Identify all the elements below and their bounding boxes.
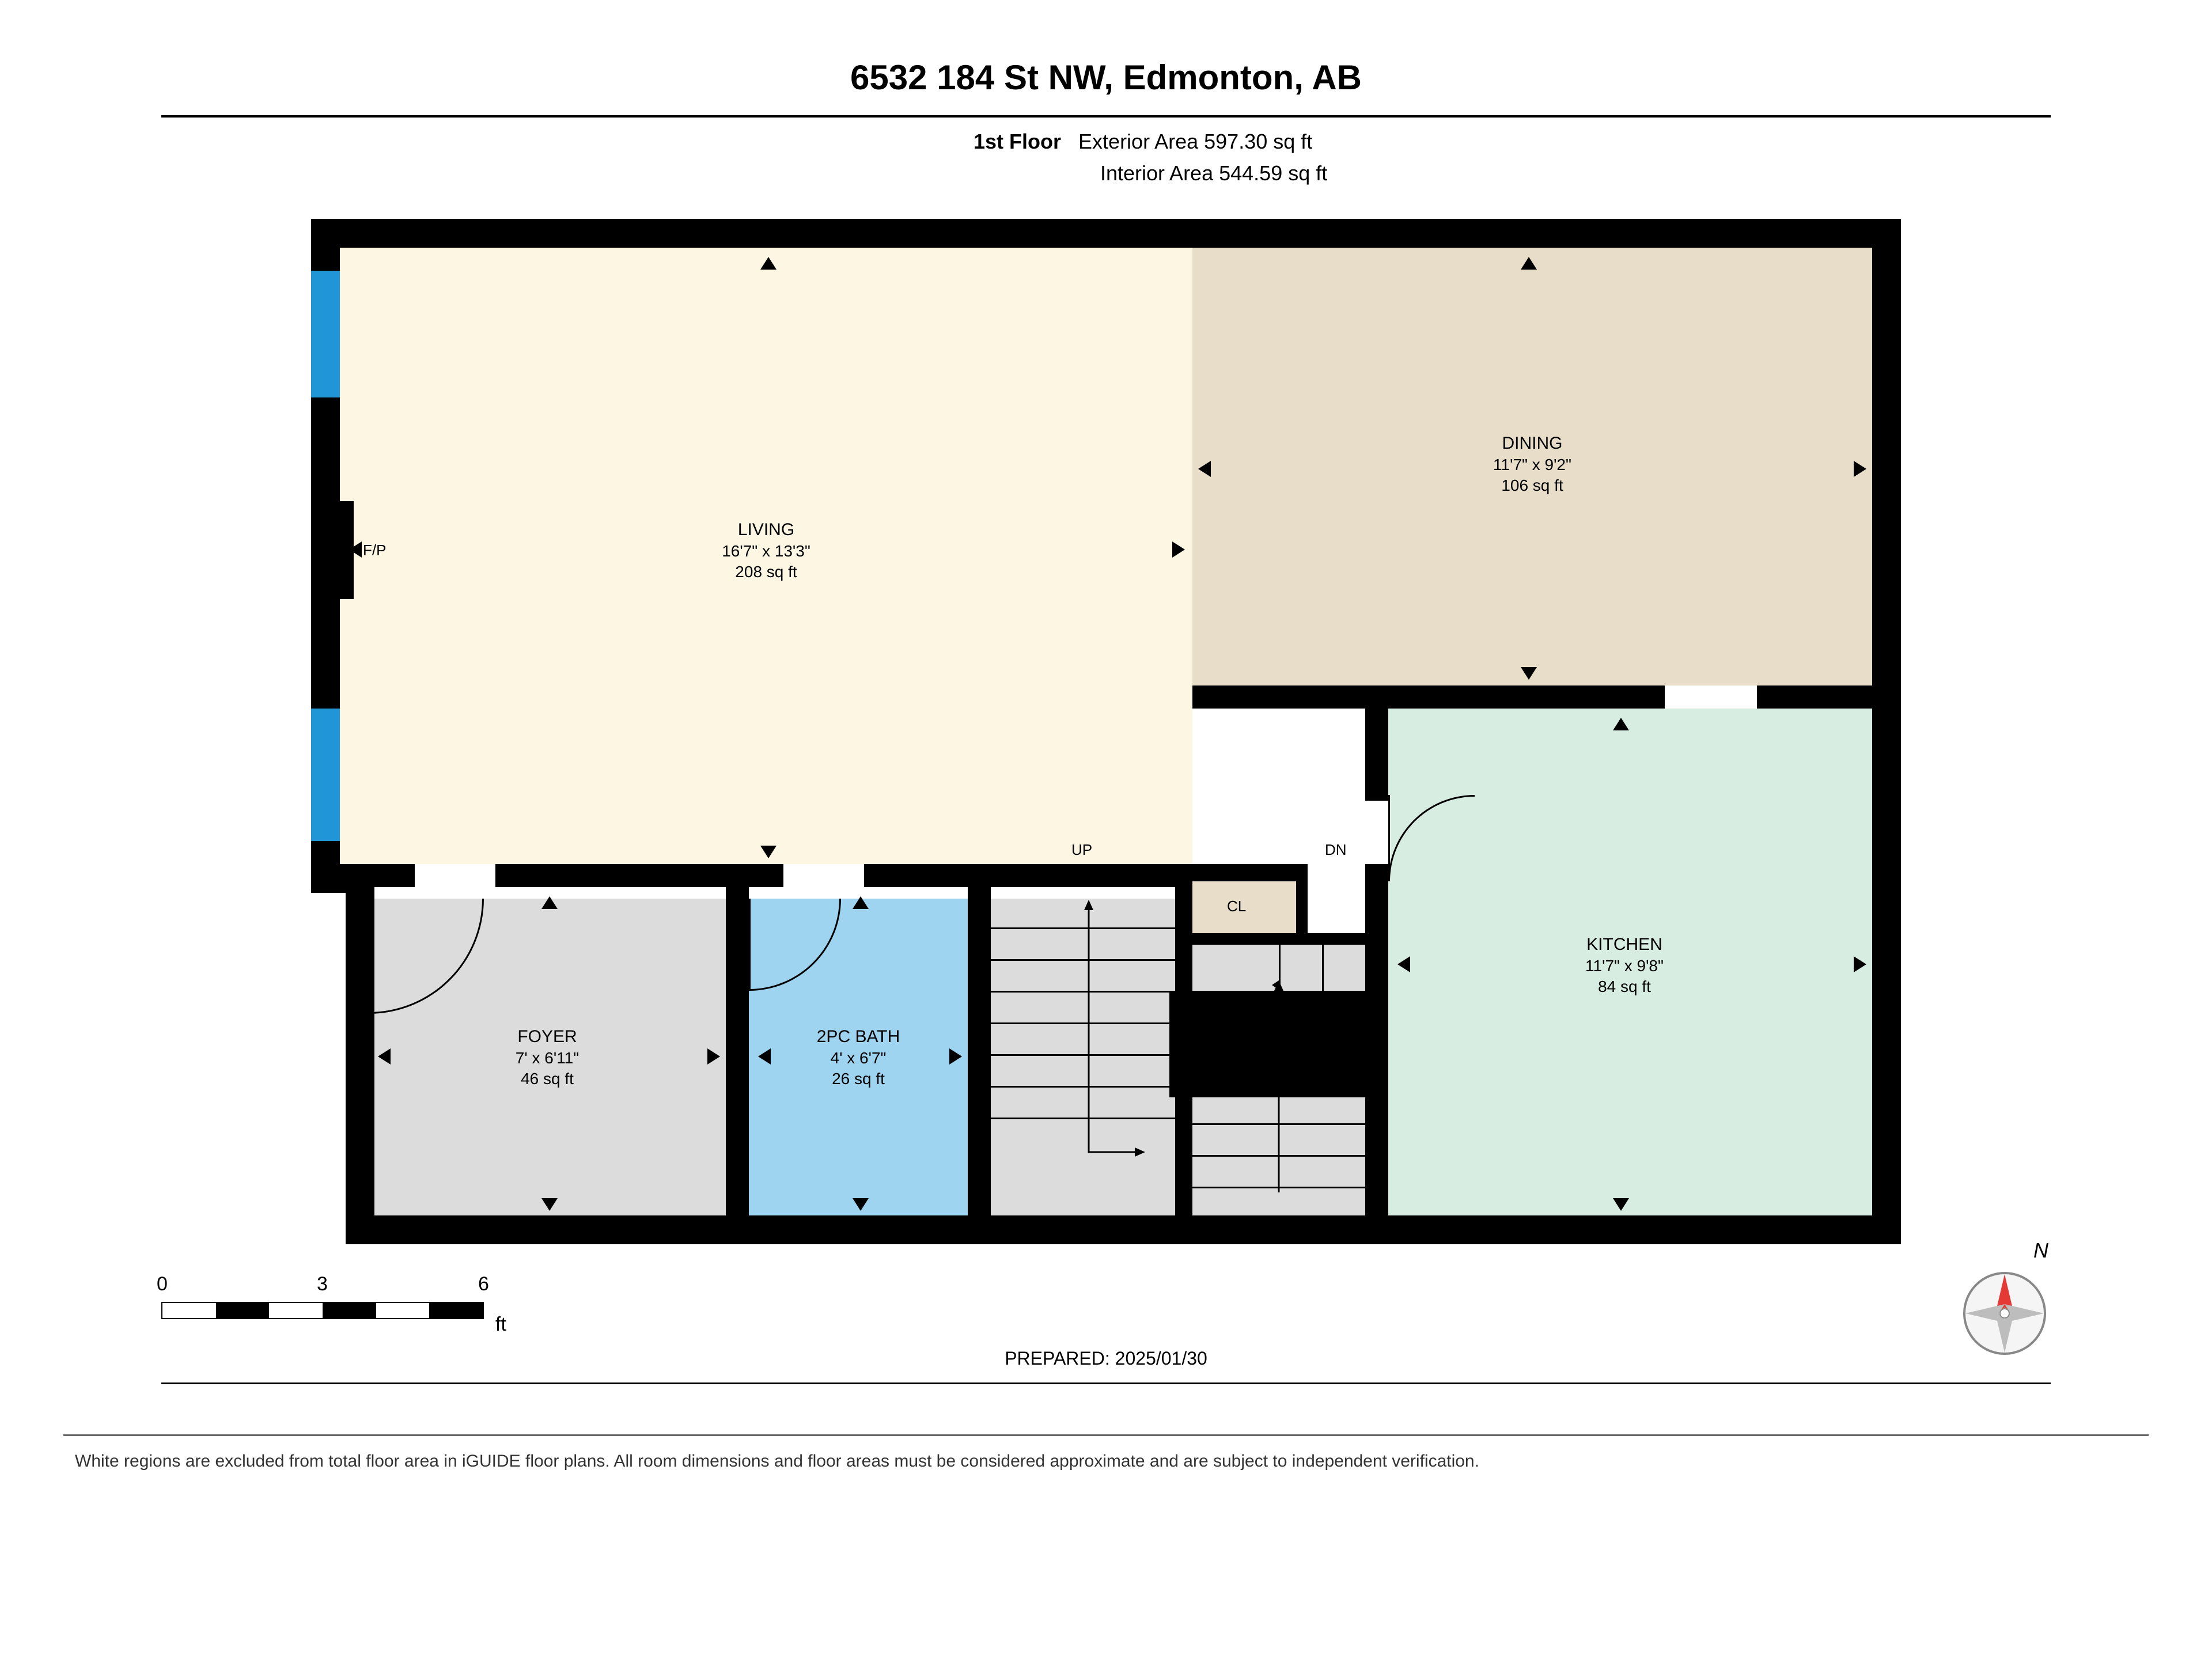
label-dn: DN bbox=[1325, 841, 1347, 859]
door-leaf bbox=[749, 899, 751, 991]
dim-arrow bbox=[949, 1048, 962, 1065]
window-1 bbox=[311, 271, 340, 397]
dim-arrow bbox=[853, 896, 869, 909]
wall-living-bot-3 bbox=[864, 864, 1192, 887]
room-area: 84 sq ft bbox=[1561, 976, 1688, 997]
label-kitchen: KITCHEN 11'7" x 9'8" 84 sq ft bbox=[1561, 933, 1688, 998]
dim-arrow bbox=[1397, 956, 1410, 972]
floor-plan: LIVING 16'7" x 13'3" 208 sq ft DINING 11… bbox=[311, 219, 1901, 1244]
room-dim: 4' x 6'7" bbox=[795, 1048, 922, 1069]
dim-arrow bbox=[1521, 257, 1537, 270]
compass-icon: N bbox=[1959, 1267, 2051, 1362]
room-dim: 7' x 6'11" bbox=[484, 1048, 611, 1069]
wall-kitchen-stub bbox=[1365, 709, 1388, 801]
room-name: DINING bbox=[1469, 432, 1596, 454]
wall-top bbox=[311, 219, 1901, 248]
wall-dining-kitchen-right bbox=[1757, 685, 1872, 709]
room-area: 46 sq ft bbox=[484, 1069, 611, 1089]
dim-arrow bbox=[707, 1048, 720, 1065]
label-bath: 2PC BATH 4' x 6'7" 26 sq ft bbox=[795, 1025, 922, 1090]
floor-label: 1st Floor bbox=[974, 130, 1061, 153]
room-area: 208 sq ft bbox=[703, 562, 830, 582]
label-closet: CL bbox=[1227, 897, 1246, 915]
label-dining: DINING 11'7" x 9'2" 106 sq ft bbox=[1469, 432, 1596, 497]
interior-area: Interior Area 544.59 sq ft bbox=[1100, 161, 1327, 185]
room-name: KITCHEN bbox=[1561, 933, 1688, 956]
room-area: 26 sq ft bbox=[795, 1069, 922, 1089]
wall-foyer-bath bbox=[726, 887, 749, 1215]
wall-living-bot-1 bbox=[346, 864, 415, 887]
door-leaf bbox=[369, 899, 370, 1014]
dim-arrow bbox=[1854, 956, 1866, 972]
exterior-area: Exterior Area 597.30 sq ft bbox=[1078, 130, 1312, 153]
dim-arrow bbox=[758, 1048, 771, 1065]
label-up: UP bbox=[1071, 841, 1092, 859]
rule-bottom bbox=[161, 1382, 2051, 1384]
room-name: 2PC BATH bbox=[795, 1025, 922, 1048]
wall-above-closet bbox=[1192, 864, 1302, 881]
label-living: LIVING 16'7" x 13'3" 208 sq ft bbox=[703, 518, 830, 583]
scale-tick: 6 bbox=[478, 1273, 489, 1296]
room-area: 106 sq ft bbox=[1469, 475, 1596, 496]
scale-tick: 3 bbox=[317, 1273, 328, 1296]
dim-arrow bbox=[853, 1198, 869, 1211]
page-title: 6532 184 St NW, Edmonton, AB bbox=[0, 58, 2212, 97]
floor-area-line1: 1st Floor Exterior Area 597.30 sq ft bbox=[974, 130, 1312, 154]
label-foyer: FOYER 7' x 6'11" 46 sq ft bbox=[484, 1025, 611, 1090]
dim-arrow bbox=[1613, 718, 1629, 730]
rule-footer bbox=[63, 1434, 2149, 1436]
wall-right bbox=[1872, 219, 1901, 1244]
room-name: LIVING bbox=[703, 518, 830, 541]
dim-arrow bbox=[760, 257, 777, 270]
scale-tick: 0 bbox=[157, 1273, 168, 1296]
stair-arrows bbox=[991, 899, 1394, 1221]
window-2 bbox=[311, 709, 340, 841]
label-fp: F/P bbox=[363, 541, 386, 559]
compass-n-label: N bbox=[2033, 1238, 2048, 1263]
wall-bath-stairs bbox=[968, 864, 991, 1215]
prepared-date: PREPARED: 2025/01/30 bbox=[0, 1348, 2212, 1369]
room-name: FOYER bbox=[484, 1025, 611, 1048]
dim-arrow bbox=[1521, 667, 1537, 680]
dim-arrow bbox=[349, 541, 362, 558]
dim-arrow bbox=[1613, 1198, 1629, 1211]
dim-arrow bbox=[541, 1198, 558, 1211]
room-dim: 16'7" x 13'3" bbox=[703, 541, 830, 562]
footnote: White regions are excluded from total fl… bbox=[75, 1452, 1479, 1471]
dim-arrow bbox=[1854, 461, 1866, 477]
room-dim: 11'7" x 9'8" bbox=[1561, 956, 1688, 976]
dim-arrow bbox=[1198, 461, 1211, 477]
dim-arrow bbox=[1172, 541, 1185, 558]
dim-arrow bbox=[541, 896, 558, 909]
wall-living-bot-2 bbox=[495, 864, 783, 887]
scale-bar: 0 3 6 ft bbox=[161, 1302, 484, 1319]
room-dim: 11'7" x 9'2" bbox=[1469, 454, 1596, 475]
dim-arrow bbox=[760, 846, 777, 858]
scale-unit: ft bbox=[495, 1313, 506, 1336]
dim-arrow bbox=[378, 1048, 391, 1065]
page: 6532 184 St NW, Edmonton, AB 1st Floor E… bbox=[0, 0, 2212, 1659]
door-leaf bbox=[1388, 795, 1390, 881]
wall-dining-kitchen-left bbox=[1192, 685, 1665, 709]
rule-top bbox=[161, 115, 2051, 118]
